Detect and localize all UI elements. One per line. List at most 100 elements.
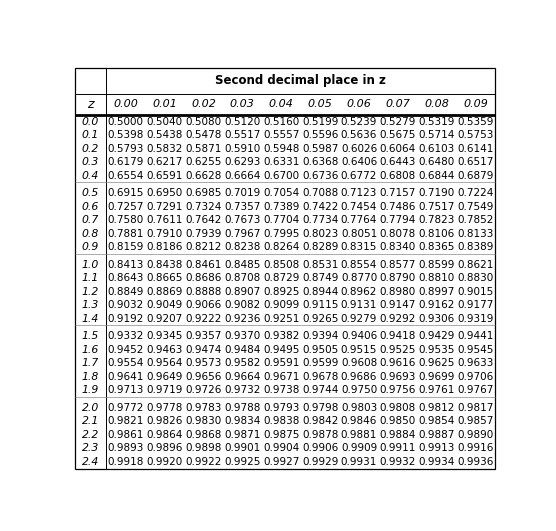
Text: 0.9616: 0.9616 bbox=[380, 358, 416, 368]
Text: 0.4: 0.4 bbox=[82, 171, 99, 181]
Text: 0.6331: 0.6331 bbox=[263, 157, 300, 167]
Text: 0.9382: 0.9382 bbox=[263, 331, 300, 341]
Text: 0.9857: 0.9857 bbox=[458, 416, 494, 426]
Text: 0.5040: 0.5040 bbox=[146, 117, 182, 127]
Text: 0.8159: 0.8159 bbox=[107, 242, 144, 252]
Text: 0.9913: 0.9913 bbox=[419, 443, 455, 453]
Text: 0.9788: 0.9788 bbox=[224, 402, 261, 413]
Text: 0.7123: 0.7123 bbox=[341, 188, 377, 198]
Text: 1.9: 1.9 bbox=[82, 385, 99, 395]
Text: 0.7910: 0.7910 bbox=[146, 229, 182, 239]
Text: 0.9222: 0.9222 bbox=[185, 314, 222, 324]
Text: 0.9664: 0.9664 bbox=[224, 372, 261, 382]
Text: 0.8023: 0.8023 bbox=[302, 229, 338, 239]
Text: 0.9207: 0.9207 bbox=[146, 314, 182, 324]
Text: 0.6406: 0.6406 bbox=[341, 157, 377, 167]
Text: 0.9671: 0.9671 bbox=[263, 372, 300, 382]
Text: 0.9927: 0.9927 bbox=[263, 457, 300, 467]
Text: 0.9292: 0.9292 bbox=[380, 314, 416, 324]
Text: 0.8790: 0.8790 bbox=[380, 273, 416, 283]
Text: 0.6217: 0.6217 bbox=[146, 157, 183, 167]
Text: 0.8051: 0.8051 bbox=[341, 229, 377, 239]
Text: 1.4: 1.4 bbox=[82, 314, 99, 324]
Text: 0.7673: 0.7673 bbox=[224, 215, 261, 225]
Text: 0.9929: 0.9929 bbox=[302, 457, 338, 467]
Text: 0.9890: 0.9890 bbox=[458, 430, 494, 440]
Text: 0.2: 0.2 bbox=[82, 144, 99, 153]
Text: 0.8389: 0.8389 bbox=[458, 242, 494, 252]
Text: 0.9591: 0.9591 bbox=[263, 358, 300, 368]
Text: 0.7088: 0.7088 bbox=[302, 188, 338, 198]
Text: 0.8315: 0.8315 bbox=[341, 242, 377, 252]
Text: 0.9319: 0.9319 bbox=[458, 314, 494, 324]
Text: 0.5: 0.5 bbox=[82, 188, 99, 198]
Text: 0.7324: 0.7324 bbox=[185, 202, 222, 212]
Text: 0.8106: 0.8106 bbox=[419, 229, 455, 239]
Text: 0.7549: 0.7549 bbox=[458, 202, 494, 212]
Text: 0.9918: 0.9918 bbox=[107, 457, 144, 467]
Text: 0.9896: 0.9896 bbox=[146, 443, 183, 453]
Text: 0.06: 0.06 bbox=[346, 99, 371, 109]
Text: 0.9066: 0.9066 bbox=[185, 300, 221, 310]
Text: 0.9099: 0.9099 bbox=[263, 300, 299, 310]
Text: 0.9162: 0.9162 bbox=[419, 300, 455, 310]
Text: 0.9868: 0.9868 bbox=[185, 430, 222, 440]
Text: 0.7224: 0.7224 bbox=[458, 188, 494, 198]
Text: 0.8849: 0.8849 bbox=[107, 287, 144, 297]
Text: 0.6879: 0.6879 bbox=[458, 171, 494, 181]
Text: 0.5359: 0.5359 bbox=[458, 117, 494, 127]
Text: 0.8749: 0.8749 bbox=[302, 273, 338, 283]
Text: 0.8577: 0.8577 bbox=[380, 260, 416, 270]
Text: 0.9881: 0.9881 bbox=[341, 430, 377, 440]
Text: 0.9678: 0.9678 bbox=[302, 372, 338, 382]
Text: 0.9871: 0.9871 bbox=[224, 430, 261, 440]
Text: 0.7642: 0.7642 bbox=[185, 215, 222, 225]
Text: 0.9925: 0.9925 bbox=[224, 457, 261, 467]
Text: 0.9406: 0.9406 bbox=[341, 331, 377, 341]
Text: 0.1: 0.1 bbox=[82, 130, 99, 140]
Text: 0.8830: 0.8830 bbox=[458, 273, 494, 283]
Text: 0.9147: 0.9147 bbox=[380, 300, 416, 310]
Text: 0.6554: 0.6554 bbox=[107, 171, 144, 181]
Text: 0.8962: 0.8962 bbox=[341, 287, 377, 297]
Text: 0.6368: 0.6368 bbox=[302, 157, 338, 167]
Text: 0.6915: 0.6915 bbox=[107, 188, 144, 198]
Text: 0.8944: 0.8944 bbox=[302, 287, 338, 297]
Text: 0.9608: 0.9608 bbox=[341, 358, 377, 368]
Text: 0.7422: 0.7422 bbox=[302, 202, 338, 212]
Text: 0.9131: 0.9131 bbox=[341, 300, 377, 310]
Text: 0.8531: 0.8531 bbox=[302, 260, 338, 270]
Text: 1.2: 1.2 bbox=[82, 287, 99, 297]
Text: 0.9906: 0.9906 bbox=[302, 443, 338, 453]
Text: 0.9934: 0.9934 bbox=[419, 457, 455, 467]
Text: 0.8925: 0.8925 bbox=[263, 287, 300, 297]
Text: 0.6985: 0.6985 bbox=[185, 188, 222, 198]
Text: 0.9370: 0.9370 bbox=[224, 331, 260, 341]
Text: 0.9686: 0.9686 bbox=[341, 372, 377, 382]
Text: 0.9049: 0.9049 bbox=[146, 300, 182, 310]
Text: 0.9761: 0.9761 bbox=[419, 385, 455, 395]
Text: 0.6026: 0.6026 bbox=[341, 144, 377, 153]
Text: 0.9838: 0.9838 bbox=[263, 416, 300, 426]
Text: 1.1: 1.1 bbox=[82, 273, 99, 283]
Text: 0.9916: 0.9916 bbox=[458, 443, 494, 453]
Text: 0.6443: 0.6443 bbox=[380, 157, 416, 167]
Text: 0.5120: 0.5120 bbox=[224, 117, 260, 127]
Text: 0.8186: 0.8186 bbox=[146, 242, 183, 252]
Text: 0.9463: 0.9463 bbox=[146, 345, 183, 355]
Text: 0.5438: 0.5438 bbox=[146, 130, 183, 140]
Text: 0.6103: 0.6103 bbox=[419, 144, 455, 153]
Text: 0.9878: 0.9878 bbox=[302, 430, 338, 440]
Text: 0.9920: 0.9920 bbox=[146, 457, 182, 467]
Text: 0.6628: 0.6628 bbox=[185, 171, 222, 181]
Text: 0.5714: 0.5714 bbox=[419, 130, 455, 140]
Text: 0.07: 0.07 bbox=[385, 99, 410, 109]
Text: 0.5753: 0.5753 bbox=[458, 130, 494, 140]
Text: 0.8133: 0.8133 bbox=[458, 229, 494, 239]
Text: 0.9830: 0.9830 bbox=[185, 416, 221, 426]
Text: 0.9772: 0.9772 bbox=[107, 402, 144, 413]
Text: 0.8869: 0.8869 bbox=[146, 287, 183, 297]
Text: 0.7764: 0.7764 bbox=[341, 215, 377, 225]
Text: 0.9854: 0.9854 bbox=[419, 416, 455, 426]
Text: 0.6700: 0.6700 bbox=[263, 171, 299, 181]
